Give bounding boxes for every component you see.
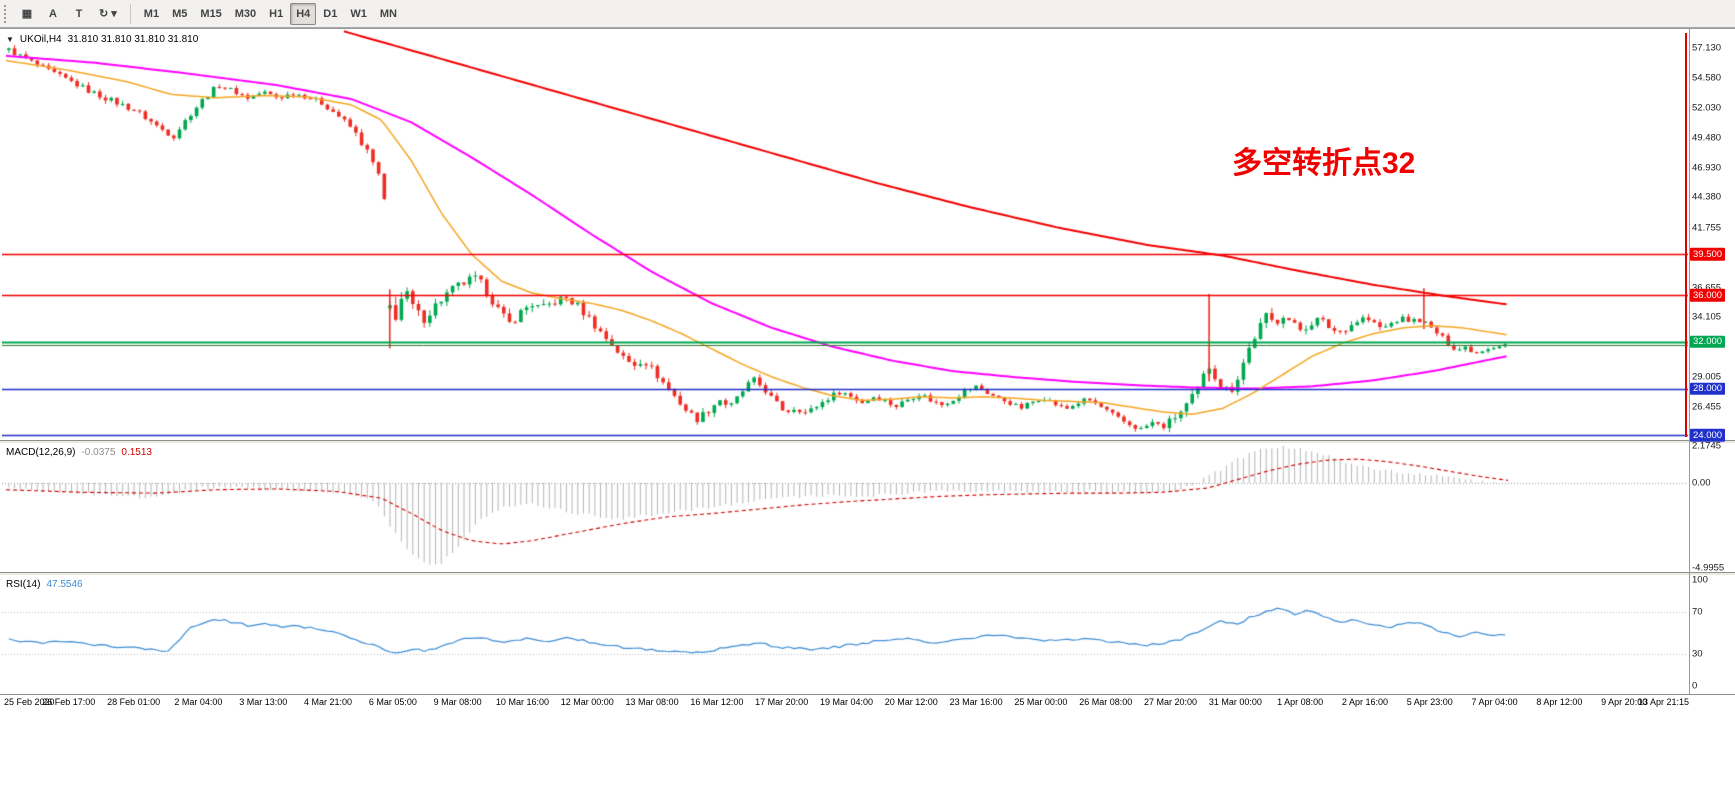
- rsi-axis-label: 70: [1692, 606, 1703, 618]
- time-axis[interactable]: [0, 694, 1735, 711]
- price-scale-label: 52.030: [1692, 102, 1722, 114]
- rsi-value: 47.5546: [46, 579, 83, 590]
- toolbar-left-buttons: ▦ A T ↻ ▾: [15, 3, 123, 25]
- timeframe-button-MN[interactable]: MN: [379, 7, 397, 20]
- timeframe-toolbar: M1 M5 M15 M30 H1 H4 D1 W1 MN: [138, 2, 403, 25]
- macd-indicator-label: MACD(12,26,9) -0.0375 0.1513: [6, 447, 152, 458]
- timeframe-button-M30[interactable]: M30: [234, 7, 257, 20]
- macd-canvas[interactable]: [2, 444, 1688, 572]
- macd-axis-label: 0.00: [1692, 477, 1711, 489]
- rsi-axis-label: 0: [1692, 679, 1698, 691]
- chart-annotation-text: 多空转折点32: [1232, 147, 1416, 180]
- price-scale-label: 36.655: [1692, 281, 1722, 293]
- price-scale-label: 41.755: [1692, 222, 1722, 234]
- macd-name: MACD(12,26,9): [6, 447, 76, 458]
- price-scale-label: 46.930: [1692, 161, 1722, 173]
- rsi-indicator-label: RSI(14) 47.5546: [6, 579, 83, 590]
- price-line-label-32.000: 32.000: [1690, 335, 1726, 349]
- rsi-name: RSI(14): [6, 579, 41, 590]
- price-line-label-39.500: 39.500: [1690, 248, 1726, 261]
- panel-splitter-rsi[interactable]: [0, 572, 1735, 576]
- macd-main-value: -0.0375: [81, 447, 116, 458]
- timeframe-button-W1[interactable]: W1: [350, 7, 367, 20]
- timeframe-button-D1[interactable]: D1: [323, 7, 338, 20]
- price-line-label-36.000: 36.000: [1690, 288, 1726, 302]
- right-edge-red-line: [1685, 33, 1687, 437]
- timeframe-button-M5[interactable]: M5: [172, 7, 188, 20]
- chart-top-border: [0, 28, 1735, 29]
- chart-ohlc-readout: ▼ UKOil,H4 31.810 31.810 31.810 31.810: [6, 34, 198, 45]
- rsi-axis-label: 100: [1692, 574, 1708, 586]
- price-scale-label: 29.005: [1692, 371, 1722, 383]
- chart-grid-button[interactable]: ▦: [21, 8, 33, 20]
- rsi-canvas[interactable]: [2, 576, 1688, 694]
- price-scale-label: 44.380: [1692, 191, 1722, 203]
- timeframe-button-M1[interactable]: M1: [143, 7, 160, 20]
- annotation-a-button[interactable]: A: [49, 7, 57, 20]
- symbol-dropdown-icon[interactable]: ▼: [6, 35, 14, 44]
- ohlc-values: 31.810 31.810 31.810 31.810: [67, 34, 199, 45]
- timeframe-button-H4[interactable]: H4: [290, 2, 317, 25]
- rsi-axis-label: 30: [1692, 648, 1703, 660]
- toolbar-separator: [129, 3, 131, 24]
- price-scale-label: 49.480: [1692, 132, 1722, 144]
- price-scale-label: 34.105: [1692, 311, 1722, 323]
- refresh-dropdown-button[interactable]: ↻ ▾: [99, 8, 117, 20]
- macd-signal-value: 0.1513: [121, 447, 152, 458]
- main-chart-canvas[interactable]: [2, 29, 1688, 440]
- price-scale-label: 57.130: [1692, 42, 1722, 54]
- timeframe-button-H1[interactable]: H1: [269, 7, 284, 20]
- toolbar: ▦ A T ↻ ▾ M1 M5 M15 M30 H1 H4 D1 W1 MN: [0, 0, 1735, 28]
- panel-splitter-macd[interactable]: [0, 440, 1735, 444]
- price-scale-label: 54.580: [1692, 72, 1722, 84]
- symbol-timeframe-label: UKOil,H4: [19, 34, 62, 45]
- price-line-label-28.000: 28.000: [1690, 382, 1726, 395]
- toolbar-gripper[interactable]: [4, 4, 9, 23]
- price-axis-border: [1689, 29, 1690, 711]
- text-tool-button[interactable]: T: [75, 7, 83, 20]
- price-scale-label: 26.455: [1692, 400, 1722, 412]
- timeframe-button-M15[interactable]: M15: [200, 7, 222, 20]
